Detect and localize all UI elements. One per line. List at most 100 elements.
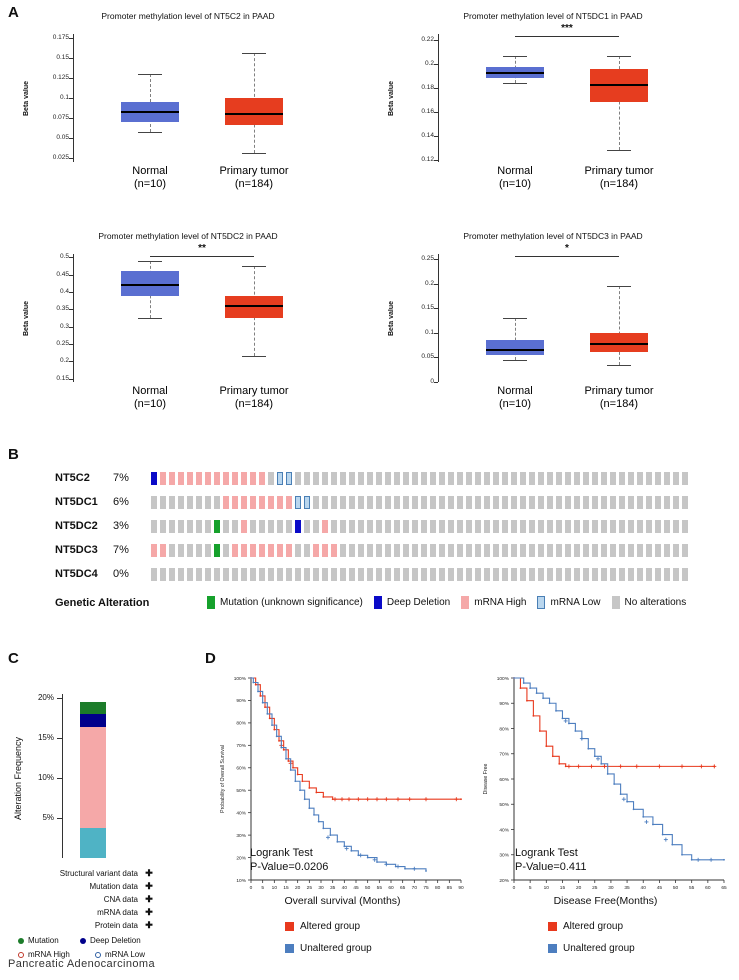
onco-cell [394, 567, 400, 581]
onco-cell [358, 567, 364, 581]
svg-text:55: 55 [689, 885, 695, 891]
y-tick-label: 0.35 [56, 305, 69, 313]
y-tick-label: 0.3 [59, 322, 69, 330]
logrank-annotation: Logrank Test P-Value=0.0206 [250, 847, 329, 873]
onco-cell [529, 543, 535, 557]
data-type-label: Mutation data [89, 882, 138, 891]
onco-cell [430, 471, 436, 485]
whisker-cap [138, 74, 163, 75]
legend-title: Genetic Alteration [55, 596, 150, 609]
onco-cell [502, 495, 508, 509]
km-curve-unaltered-group [251, 677, 427, 872]
median-line [486, 349, 545, 351]
onco-cell [367, 471, 373, 485]
onco-cell [673, 495, 679, 509]
onco-cell [637, 543, 643, 557]
onco-cell [367, 567, 373, 581]
plus-icon: ✚ [145, 868, 153, 878]
onco-cell [619, 519, 625, 533]
plot-area: 0.12 0.14 0.16 0.18 0.2 0.22 *** [383, 8, 723, 226]
x-tick-label-tumor: Primary tumor (n=184) [219, 385, 289, 410]
onco-cell [421, 495, 427, 509]
svg-text:0: 0 [513, 885, 516, 891]
onco-cell [556, 495, 562, 509]
chart-title: Promoter methylation level of NT5DC3 in … [463, 231, 643, 241]
svg-text:5: 5 [261, 885, 264, 891]
onco-cell [439, 567, 445, 581]
oncoprint-row-nt5dc4: NT5DC4 0% [55, 566, 688, 582]
onco-cell [637, 495, 643, 509]
onco-cell [259, 543, 265, 557]
onco-cell [673, 471, 679, 485]
onco-cell [385, 471, 391, 485]
y-tick [69, 257, 73, 259]
onco-cell [331, 567, 337, 581]
svg-text:50: 50 [673, 885, 679, 891]
onco-cell [232, 567, 238, 581]
onco-cell [619, 543, 625, 557]
svg-text:15: 15 [283, 885, 289, 891]
y-tick [69, 158, 73, 159]
x-tick-label-normal: Normal (n=10) [497, 165, 533, 190]
svg-text:70%: 70% [499, 752, 509, 758]
onco-cell [475, 495, 481, 509]
boxplot-nt5dc2: Promoter methylation level of NT5DC2 in … [18, 228, 358, 446]
legend-entry-mrna-low: mRNA Low [95, 950, 145, 959]
onco-cell [529, 495, 535, 509]
chart-title: Promoter methylation level of NT5C2 in P… [101, 11, 275, 21]
onco-cell [268, 543, 274, 557]
onco-cell [277, 543, 283, 557]
onco-cell [484, 471, 490, 485]
significance-line [515, 36, 619, 37]
onco-cell [565, 567, 571, 581]
box-normal [486, 340, 545, 355]
onco-cell [547, 471, 553, 485]
onco-cell [556, 519, 562, 533]
onco-cell [322, 567, 328, 581]
panel-c-label: C [8, 650, 19, 667]
bar-segment-mrna-low [80, 827, 106, 858]
legend-entry-deep-deletion: Deep Deletion [80, 936, 141, 945]
onco-cell [475, 519, 481, 533]
significance-stars: * [565, 243, 569, 254]
onco-cell [394, 519, 400, 533]
onco-cell [664, 543, 670, 557]
panel-a-label: A [8, 4, 19, 21]
whisker-cap [606, 364, 631, 366]
legend-label: mRNA Low [105, 950, 146, 959]
onco-cell [466, 471, 472, 485]
onco-cell [160, 519, 166, 533]
y-tick [434, 111, 438, 113]
y-tick [434, 283, 438, 285]
svg-text:35: 35 [624, 885, 630, 891]
svg-text:40: 40 [342, 885, 348, 891]
onco-cell [520, 567, 526, 581]
onco-cell [457, 471, 463, 485]
onco-cell [214, 543, 220, 557]
onco-cell [529, 519, 535, 533]
onco-cell [610, 519, 616, 533]
onco-cell [214, 567, 220, 581]
svg-text:45: 45 [353, 885, 359, 891]
onco-cell [421, 567, 427, 581]
onco-cell [331, 543, 337, 557]
onco-cell [250, 471, 256, 485]
mutation-swatch [207, 596, 215, 609]
y-tick-label: 0.14 [421, 131, 434, 139]
onco-cell [583, 519, 589, 533]
alteration-percent: 7% [113, 544, 129, 556]
onco-cell [277, 567, 283, 581]
onco-cell [574, 471, 580, 485]
whisker-cap [606, 150, 631, 152]
legend-label: mRNA High [28, 950, 70, 959]
onco-cell [682, 495, 688, 509]
whisker-cap [138, 132, 163, 134]
onco-cell [547, 543, 553, 557]
onco-cell [610, 543, 616, 557]
onco-cell [664, 495, 670, 509]
onco-cell [583, 471, 589, 485]
onco-cell [214, 471, 220, 485]
y-tick [69, 98, 73, 99]
box-normal [121, 271, 180, 296]
whisker [515, 318, 517, 360]
